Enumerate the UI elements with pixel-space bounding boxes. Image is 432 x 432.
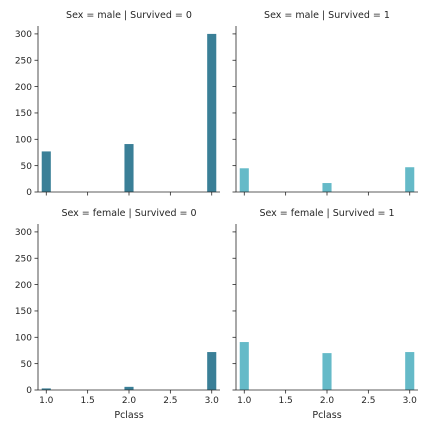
x-axis-label-3: Pclass [312,410,341,421]
bar-1-2 [405,167,415,192]
panel-title-0: Sex = male | Survived = 0 [66,10,192,21]
bar-0-1 [124,144,134,192]
y-tick-label-0-6: 300 [15,30,32,40]
panel-title-2: Sex = female | Survived = 0 [61,208,196,219]
x-tick-label-2-4: 3.0 [205,396,220,406]
x-axis-label-2: Pclass [114,410,143,421]
bar-0-0 [41,151,51,192]
panel-title-3: Sex = female | Survived = 1 [259,208,394,219]
bar-2-1 [124,386,134,390]
panel-title-1: Sex = male | Survived = 1 [264,10,390,21]
bar-3-0 [239,342,249,390]
bar-0-2 [207,33,217,193]
y-tick-label-2-4: 200 [15,281,32,291]
y-tick-label-0-0: 0 [26,188,32,198]
x-tick-label-3-0: 1.0 [237,396,252,406]
bar-1-1 [322,183,332,192]
bar-3-2 [405,352,415,390]
bar-2-0 [41,388,51,390]
x-tick-label-2-0: 1.0 [39,396,54,406]
y-tick-label-0-1: 50 [21,162,33,172]
y-tick-label-2-6: 300 [15,228,32,238]
bar-2-2 [207,352,217,390]
bar-1-0 [239,168,249,192]
y-tick-label-2-2: 100 [15,334,32,344]
y-tick-label-2-0: 0 [26,386,32,396]
x-tick-label-3-3: 2.5 [361,396,375,406]
x-tick-label-3-1: 1.5 [278,396,292,406]
x-tick-label-2-2: 2.0 [122,396,137,406]
y-tick-label-0-4: 200 [15,83,32,93]
y-tick-label-0-3: 150 [15,109,32,119]
x-tick-label-3-4: 3.0 [403,396,418,406]
y-tick-label-0-2: 100 [15,136,32,146]
x-tick-label-2-3: 2.5 [163,396,177,406]
y-tick-label-2-1: 50 [21,360,33,370]
y-tick-label-0-5: 250 [15,56,32,66]
x-tick-label-2-1: 1.5 [80,396,94,406]
y-tick-label-2-3: 150 [15,307,32,317]
bar-3-1 [322,353,332,390]
x-tick-label-3-2: 2.0 [320,396,335,406]
y-tick-label-2-5: 250 [15,254,32,264]
